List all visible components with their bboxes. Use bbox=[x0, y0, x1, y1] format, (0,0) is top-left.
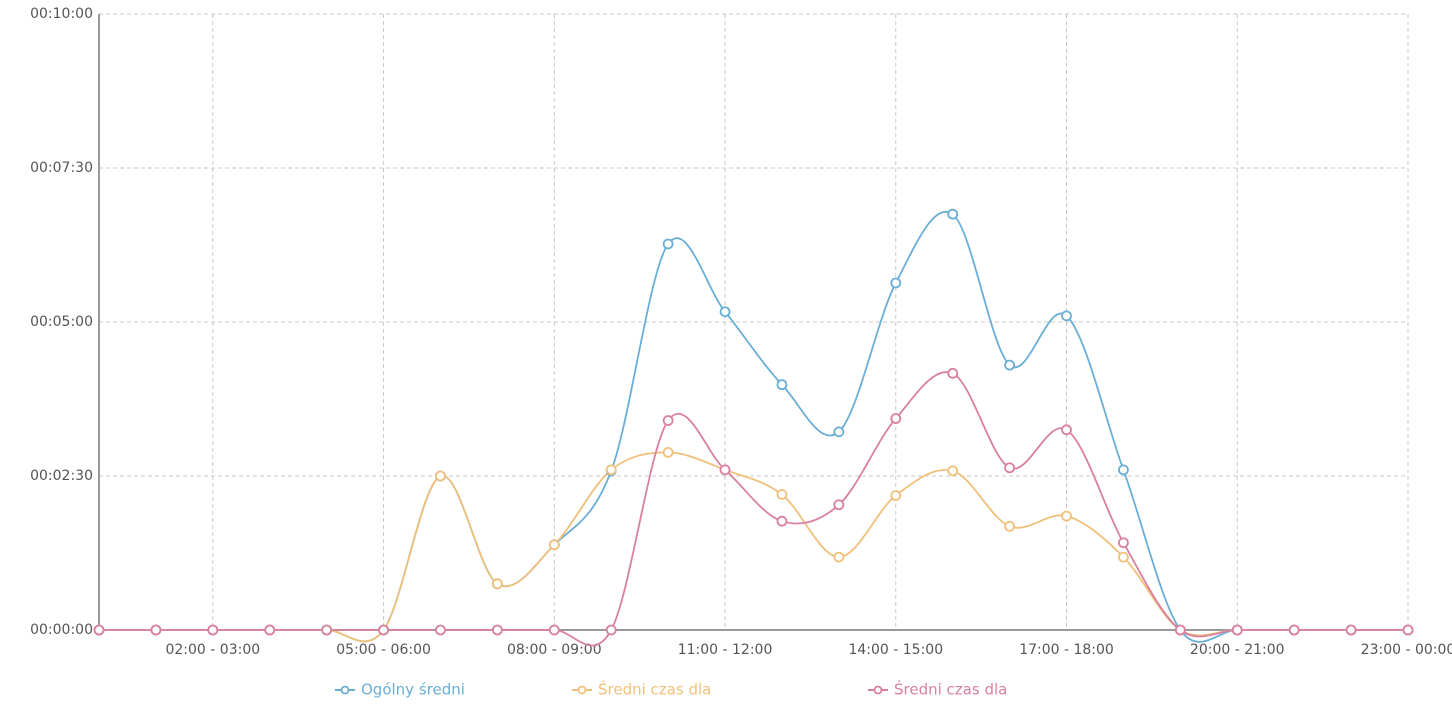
legend-label: Ogólny średni bbox=[361, 681, 465, 699]
data-point bbox=[1402, 624, 1414, 636]
data-point bbox=[1174, 624, 1186, 636]
data-point bbox=[1118, 464, 1129, 476]
data-point bbox=[776, 489, 788, 500]
data-point bbox=[435, 624, 446, 636]
data-point bbox=[833, 499, 845, 511]
data-point bbox=[662, 446, 674, 458]
data-point bbox=[378, 624, 389, 636]
y-tick-label: 00:02:30 bbox=[30, 468, 93, 484]
data-point bbox=[491, 624, 503, 636]
data-point bbox=[947, 367, 959, 379]
x-tick-label: 08:00 - 09:00 bbox=[507, 642, 602, 658]
x-tick-label: 14:00 - 15:00 bbox=[848, 642, 943, 658]
series-line bbox=[99, 451, 1408, 643]
x-tick-label: 05:00 - 06:00 bbox=[336, 642, 431, 658]
data-point bbox=[150, 624, 162, 636]
data-point bbox=[890, 413, 902, 424]
x-tick-label: 11:00 - 12:00 bbox=[678, 642, 773, 658]
y-tick-label: 00:05:00 bbox=[30, 314, 93, 330]
data-point bbox=[491, 578, 503, 590]
data-point bbox=[890, 277, 902, 289]
data-point bbox=[1345, 624, 1357, 636]
data-point bbox=[264, 624, 276, 636]
data-point bbox=[1061, 310, 1072, 322]
data-point bbox=[1061, 510, 1072, 522]
data-point bbox=[1231, 624, 1243, 636]
data-point bbox=[1118, 551, 1129, 563]
data-point bbox=[1118, 537, 1129, 549]
legend-label: Średni czas dla bbox=[894, 680, 1007, 699]
x-tick-label: 02:00 - 03:00 bbox=[165, 642, 260, 658]
y-tick-label: 00:10:00 bbox=[30, 6, 93, 22]
data-point bbox=[435, 470, 446, 482]
data-point bbox=[321, 624, 333, 636]
data-point bbox=[605, 624, 617, 636]
data-point bbox=[719, 464, 731, 476]
data-point bbox=[1004, 520, 1016, 532]
legend-label: Średni czas dla bbox=[598, 680, 711, 699]
legend-marker bbox=[340, 685, 350, 695]
data-point bbox=[833, 426, 845, 438]
legend-marker bbox=[577, 685, 587, 695]
data-point bbox=[1004, 359, 1016, 371]
data-point bbox=[776, 515, 788, 527]
y-tick-label: 00:07:30 bbox=[30, 160, 93, 176]
data-point bbox=[662, 415, 674, 426]
data-point bbox=[548, 539, 560, 551]
data-point bbox=[93, 624, 105, 636]
data-point bbox=[548, 624, 560, 636]
data-point bbox=[776, 379, 788, 391]
data-point bbox=[719, 306, 731, 318]
data-point bbox=[890, 490, 902, 501]
legend-marker bbox=[873, 685, 883, 695]
x-tick-label: 20:00 - 21:00 bbox=[1190, 642, 1285, 658]
data-point bbox=[833, 551, 845, 563]
data-point bbox=[207, 624, 219, 636]
data-point bbox=[605, 464, 617, 476]
data-point bbox=[1288, 624, 1300, 636]
series-line bbox=[99, 211, 1408, 643]
data-point bbox=[947, 465, 959, 477]
data-point bbox=[947, 208, 959, 220]
x-tick-label: 23:00 - 00:00 bbox=[1361, 642, 1452, 658]
x-tick-label: 17:00 - 18:00 bbox=[1019, 642, 1114, 658]
data-point bbox=[1004, 462, 1016, 474]
data-point bbox=[1061, 424, 1072, 436]
data-point bbox=[662, 238, 674, 250]
series-line bbox=[99, 371, 1408, 647]
y-tick-label: 00:00:00 bbox=[30, 622, 93, 638]
